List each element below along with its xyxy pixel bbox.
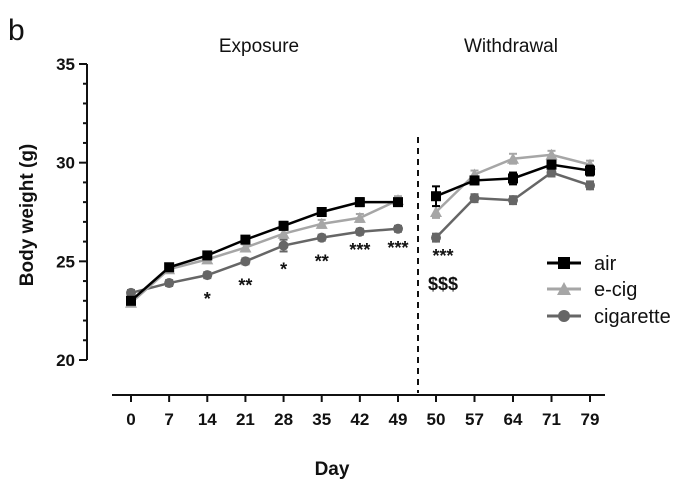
significance-mark: *** bbox=[349, 240, 370, 260]
circle-marker bbox=[431, 232, 441, 243]
x-tick-label: 64 bbox=[504, 410, 523, 429]
circle-marker bbox=[558, 310, 570, 322]
triangle-marker bbox=[507, 152, 519, 164]
series-cigarette bbox=[126, 167, 595, 298]
x-tick-label: 21 bbox=[236, 410, 255, 429]
triangle-marker bbox=[239, 241, 252, 253]
significance-mark: $$$ bbox=[428, 274, 458, 294]
circle-marker bbox=[585, 180, 595, 191]
x-tick-label: 7 bbox=[164, 410, 173, 429]
square-marker bbox=[164, 262, 175, 273]
square-marker bbox=[546, 159, 557, 170]
x-tick-label: 71 bbox=[542, 410, 561, 429]
square-marker bbox=[558, 257, 570, 269]
circle-marker bbox=[164, 278, 175, 289]
square-marker bbox=[240, 234, 251, 245]
legend-label: air bbox=[594, 253, 617, 275]
y-tick-label: 20 bbox=[56, 351, 75, 370]
circle-marker bbox=[354, 226, 365, 237]
circle-marker bbox=[202, 270, 213, 281]
x-axis-title: Day bbox=[315, 459, 350, 480]
triangle-marker bbox=[277, 227, 290, 239]
circle-marker bbox=[469, 193, 480, 204]
x-tick-label: 35 bbox=[312, 410, 331, 429]
legend: air e-cig cigarette bbox=[547, 253, 671, 328]
legend-item-cigarette: cigarette bbox=[547, 306, 671, 328]
circle-marker bbox=[126, 287, 136, 298]
triangle-marker bbox=[430, 206, 442, 217]
square-marker bbox=[508, 173, 518, 184]
x-tick-label: 42 bbox=[350, 410, 369, 429]
circle-marker bbox=[546, 167, 557, 178]
phase-label-exposure: Exposure bbox=[219, 36, 299, 57]
square-marker bbox=[585, 165, 595, 176]
x-tick-label: 57 bbox=[465, 410, 484, 429]
triangle-marker bbox=[315, 217, 328, 229]
circle-marker bbox=[316, 232, 327, 243]
series-line bbox=[130, 227, 399, 295]
significance-mark: ** bbox=[315, 252, 329, 272]
square-marker bbox=[278, 220, 289, 231]
series-line bbox=[130, 200, 398, 302]
series-air bbox=[126, 159, 595, 306]
legend-label: cigarette bbox=[594, 306, 671, 328]
square-marker bbox=[354, 197, 365, 208]
significance-annotations: **** ***** *** ***$$$ bbox=[204, 238, 458, 309]
significance-mark: *** bbox=[432, 246, 453, 266]
phase-label-withdrawal: Withdrawal bbox=[464, 36, 558, 57]
triangle-marker bbox=[557, 282, 571, 295]
y-tick-label: 30 bbox=[56, 154, 75, 173]
circle-marker bbox=[393, 223, 403, 234]
significance-mark: *** bbox=[387, 238, 408, 258]
square-marker bbox=[393, 197, 403, 208]
significance-mark: * bbox=[280, 260, 287, 280]
legend-label: e-cig bbox=[594, 279, 637, 301]
x-tick-label: 28 bbox=[274, 410, 293, 429]
significance-mark: * bbox=[204, 289, 211, 309]
legend-item-air: air bbox=[547, 253, 617, 275]
triangle-marker bbox=[353, 211, 366, 223]
x-tick-label: 0 bbox=[126, 410, 135, 429]
square-marker bbox=[126, 295, 136, 306]
x-tick-label: 79 bbox=[581, 410, 600, 429]
y-tick-label: 35 bbox=[56, 55, 75, 74]
triangle-marker bbox=[545, 148, 558, 160]
series-line bbox=[130, 199, 399, 304]
x-tick-label: 50 bbox=[427, 410, 446, 429]
axes: 20 25 30 35 0 7 14 21 28 35 42 49 50 57 64 71 79 bbox=[56, 55, 605, 429]
circle-marker bbox=[508, 195, 518, 206]
significance-mark: ** bbox=[238, 275, 252, 295]
square-marker bbox=[316, 207, 327, 217]
circle-marker bbox=[240, 256, 251, 267]
circle-marker bbox=[278, 240, 289, 251]
square-marker bbox=[202, 250, 213, 261]
x-tick-label: 49 bbox=[389, 410, 408, 429]
square-marker bbox=[431, 191, 441, 202]
panel-letter: b bbox=[8, 14, 25, 47]
y-tick-label: 25 bbox=[56, 252, 75, 271]
y-axis-title: Body weight (g) bbox=[17, 144, 38, 286]
legend-item-e-cig: e-cig bbox=[547, 279, 637, 301]
series-layer bbox=[125, 148, 596, 308]
x-tick-label: 14 bbox=[198, 410, 217, 429]
square-marker bbox=[469, 175, 480, 186]
